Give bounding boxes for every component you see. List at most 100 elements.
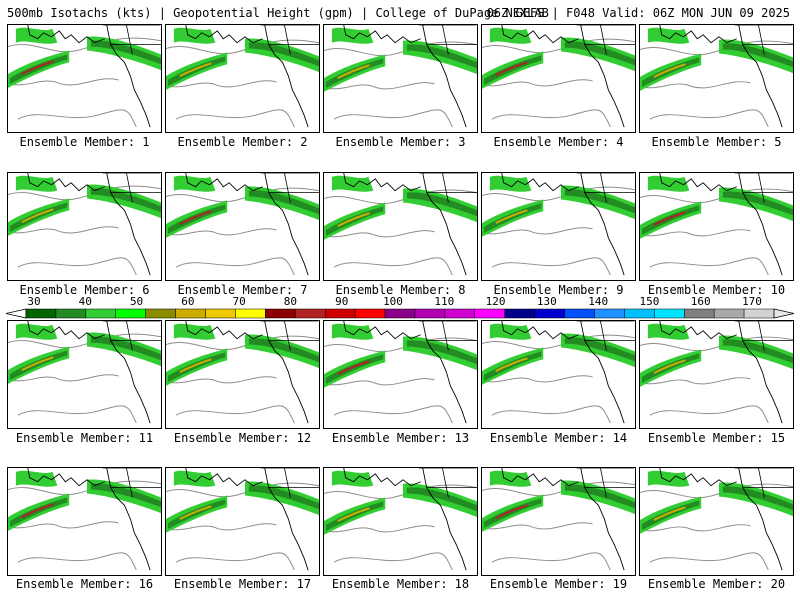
ensemble-member-label: Ensemble Member: 18 (331, 577, 470, 591)
height-contour (640, 524, 751, 532)
jet-core (653, 63, 686, 78)
coastline-borders (27, 468, 151, 571)
colorbar-graphic (6, 308, 794, 319)
height-contour (482, 522, 593, 530)
jet-core (337, 64, 370, 79)
political-borders (260, 173, 319, 203)
height-contour (640, 229, 751, 237)
ensemble-member-label: Ensemble Member: 9 (493, 283, 624, 297)
ensemble-map-panel (481, 24, 636, 133)
colorbar-tick-label: 170 (742, 295, 762, 308)
colorbar-tick-label: 120 (485, 295, 506, 308)
coastline-borders (501, 25, 625, 128)
ensemble-map (482, 173, 635, 276)
height-contour (649, 257, 769, 276)
ensemble-member-label: Ensemble Member: 14 (489, 431, 628, 445)
ensemble-member-label: Ensemble Member: 19 (489, 577, 628, 591)
height-contour (649, 109, 769, 128)
colorbar-swatch (654, 308, 685, 319)
isotach-shading (331, 175, 374, 192)
political-borders (418, 25, 477, 55)
height-contour (17, 109, 137, 128)
ensemble-member-label: Ensemble Member: 1 (19, 135, 150, 149)
jet-core (495, 504, 528, 519)
isotach-shading (90, 40, 161, 65)
height-contour (324, 82, 435, 90)
colorbar-swatch (265, 308, 296, 319)
ensemble-member-label: Ensemble Member: 17 (173, 577, 312, 591)
isotach-shading (173, 175, 216, 192)
ensemble-member-label: Ensemble Member: 16 (15, 577, 154, 591)
colorbar-swatch (205, 308, 236, 319)
ensemble-map-panel (323, 320, 478, 429)
coastline-borders (27, 321, 151, 424)
height-contour (333, 257, 453, 276)
isotach-shading (90, 336, 161, 361)
political-borders (576, 321, 635, 351)
jet-core (179, 358, 212, 373)
colorbar-tick-label: 30 (27, 295, 41, 308)
colorbar-swatch (564, 308, 595, 319)
coastline-borders (659, 173, 783, 276)
height-contour (175, 109, 295, 128)
political-borders (576, 468, 635, 498)
jet-core (179, 505, 212, 520)
height-contour (166, 228, 277, 236)
ensemble-map (166, 25, 319, 128)
colorbar-swatch (354, 308, 386, 319)
height-contour (649, 552, 769, 571)
ensemble-map-panel (481, 320, 636, 429)
isotach-shading (647, 323, 690, 340)
colorbar-tick-label: 70 (232, 295, 246, 308)
ensemble-map (482, 25, 635, 128)
colorbar: 30 40 50 60 70 80 90 100 110 120 130 140 150 160 170 (6, 295, 794, 321)
colorbar-swatch (235, 308, 266, 319)
height-contour (491, 257, 611, 276)
ensemble-map (166, 321, 319, 424)
height-contour (491, 109, 611, 128)
coastline-borders (501, 321, 625, 424)
height-contour (175, 552, 295, 571)
colorbar-tick-label: 140 (588, 295, 609, 308)
ensemble-map (166, 173, 319, 276)
jet-core (653, 506, 686, 521)
isotach-shading (90, 188, 161, 213)
isotach-shading (722, 486, 793, 511)
ensemble-map (640, 173, 793, 276)
jet-core (653, 211, 686, 226)
colorbar-swatch (414, 308, 446, 319)
height-contour (8, 37, 161, 53)
isotach-shading (406, 192, 477, 217)
colorbar-tick-label: 80 (283, 295, 298, 308)
ensemble-member-label: Ensemble Member: 13 (331, 431, 470, 445)
colorbar-swatch (85, 308, 117, 319)
colorbar-swatch (384, 308, 416, 319)
ensemble-member-label: Ensemble Member: 15 (647, 431, 786, 445)
coastline-borders (343, 321, 467, 424)
isotach-shading (564, 484, 635, 509)
colorbar-tick-label: 160 (690, 295, 711, 308)
ensemble-member-label: Ensemble Member: 10 (647, 283, 786, 297)
ensemble-member-label: Ensemble Member: 3 (335, 135, 466, 149)
ensemble-map-panel (7, 467, 162, 576)
height-contour (491, 405, 611, 424)
colorbar-swatch (55, 308, 87, 319)
isotach-shading (331, 323, 374, 340)
ensemble-map-panel (639, 467, 794, 576)
political-borders (260, 468, 319, 498)
colorbar-tick-label: 60 (181, 295, 195, 308)
height-contour (8, 78, 119, 86)
height-contour (175, 405, 295, 424)
ensemble-member-label: Ensemble Member: 6 (19, 283, 150, 297)
isotach-shading (248, 485, 319, 510)
isotach-shading (564, 337, 635, 362)
ensemble-map-panel (323, 172, 478, 281)
isotach-shading (173, 470, 216, 487)
isotach-shading (489, 27, 532, 44)
colorbar-swatch (713, 308, 745, 319)
isotach-shading (15, 175, 58, 192)
height-contour (8, 226, 119, 234)
jet-core (337, 507, 370, 522)
isotach-shading (331, 470, 374, 487)
ensemble-map-panel (481, 172, 636, 281)
